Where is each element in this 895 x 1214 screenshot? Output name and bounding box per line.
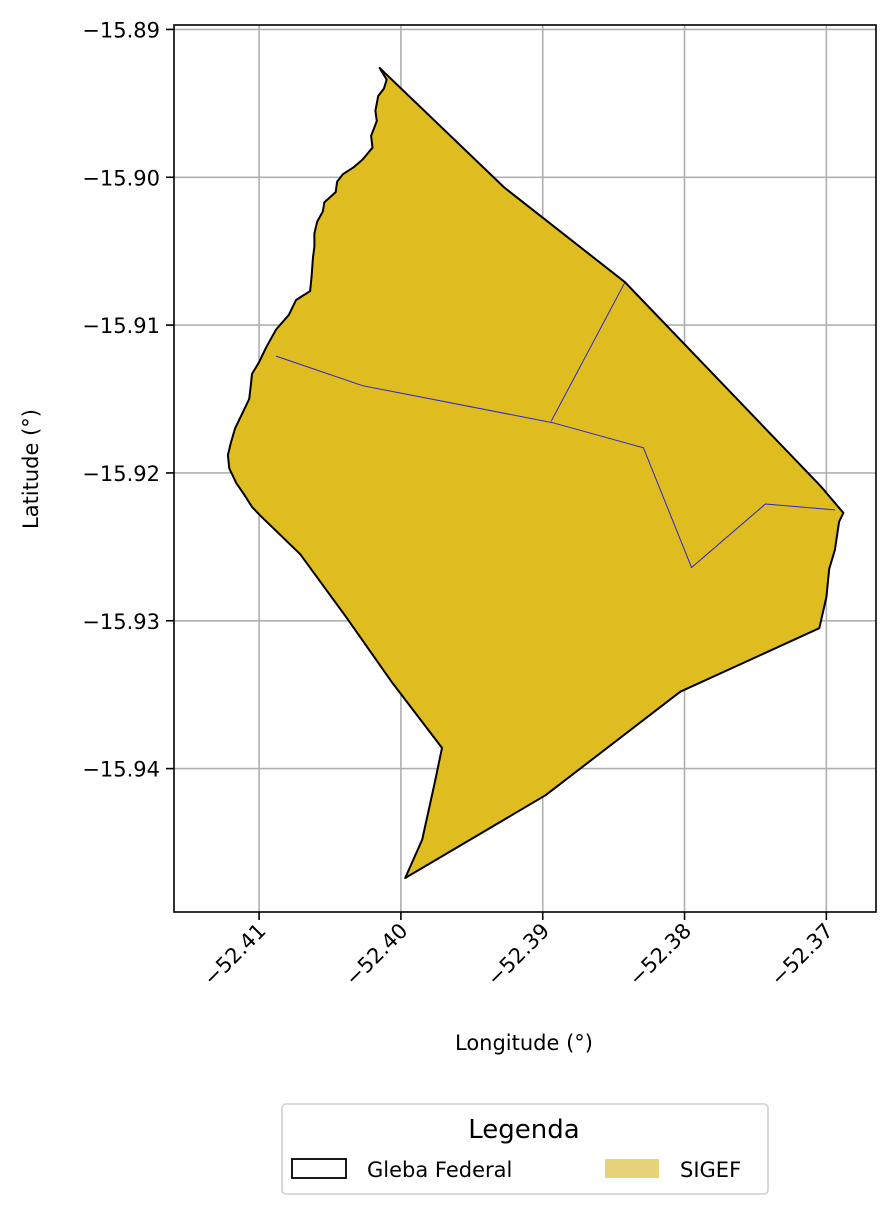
x-tick-label: −52.41	[199, 919, 271, 991]
x-tick-label: −52.39	[482, 919, 554, 991]
sigef-parcel-divisions	[275, 281, 835, 569]
y-tick-label: −15.94	[82, 758, 160, 782]
legend-label-gleba-federal: Gleba Federal	[367, 1158, 512, 1182]
legend-title: Legenda	[468, 1115, 579, 1145]
x-tick-label: −52.40	[341, 919, 413, 991]
x-axis-label: Longitude (°)	[455, 1031, 593, 1055]
legend-label-sigef: SIGEF	[680, 1158, 741, 1182]
y-tick-label: −15.89	[82, 18, 160, 42]
legend-swatch-gleba-federal	[291, 1158, 347, 1179]
y-tick-label: −15.92	[82, 462, 160, 486]
x-axis-ticks: −52.41 −52.40 −52.39 −52.38 −52.37	[199, 912, 838, 990]
parcel-division-line	[275, 355, 835, 569]
y-axis-ticks: −15.89 −15.90 −15.91 −15.92 −15.93 −15.94	[82, 18, 174, 782]
legend: Legenda Gleba Federal SIGEF	[281, 1103, 769, 1195]
y-tick-label: −15.91	[82, 314, 160, 338]
parcel-division-line	[550, 281, 626, 422]
x-tick-label: −52.37	[766, 919, 838, 991]
x-tick-label: −52.38	[624, 919, 696, 991]
map-layer	[226, 66, 845, 879]
y-axis-label: Latitude (°)	[19, 409, 43, 529]
axes-frame	[173, 24, 877, 913]
legend-swatch-sigef	[605, 1159, 659, 1178]
y-tick-label: −15.93	[82, 610, 160, 634]
sigef-area	[227, 67, 844, 878]
gleba-federal-outline	[226, 66, 845, 879]
y-tick-label: −15.90	[82, 166, 160, 190]
